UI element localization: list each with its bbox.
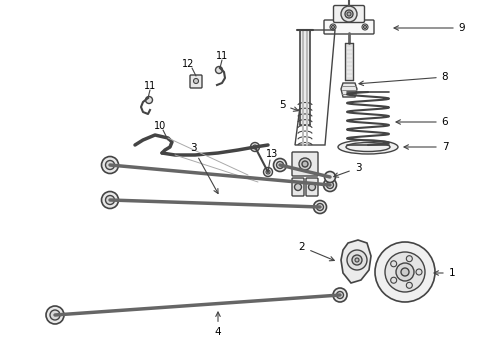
Text: 8: 8 (359, 72, 448, 86)
Polygon shape (341, 240, 371, 283)
Circle shape (352, 255, 362, 265)
Circle shape (355, 258, 359, 262)
Circle shape (337, 292, 343, 298)
Circle shape (216, 67, 222, 73)
Circle shape (194, 78, 198, 84)
FancyBboxPatch shape (292, 152, 318, 176)
Circle shape (101, 192, 119, 208)
Circle shape (323, 179, 337, 192)
Circle shape (364, 26, 367, 28)
Circle shape (330, 24, 336, 30)
Circle shape (46, 306, 64, 324)
Circle shape (105, 161, 115, 170)
Bar (345, 43, 353, 80)
Circle shape (406, 256, 412, 262)
Circle shape (326, 181, 334, 189)
Text: 1: 1 (434, 268, 455, 278)
Text: 11: 11 (216, 51, 228, 61)
Text: 3: 3 (190, 143, 218, 193)
Circle shape (276, 162, 284, 168)
Circle shape (317, 203, 323, 211)
Circle shape (341, 6, 357, 22)
Text: 12: 12 (182, 59, 194, 69)
Circle shape (146, 96, 152, 104)
Text: 11: 11 (144, 81, 156, 91)
Circle shape (101, 157, 119, 174)
Text: 9: 9 (394, 23, 466, 33)
Text: 5: 5 (279, 100, 298, 111)
Circle shape (332, 26, 335, 28)
Circle shape (391, 261, 397, 267)
Circle shape (294, 184, 301, 190)
Circle shape (324, 171, 336, 183)
Circle shape (385, 252, 425, 292)
Circle shape (299, 158, 311, 170)
Circle shape (250, 143, 260, 152)
Circle shape (309, 184, 316, 190)
Circle shape (375, 242, 435, 302)
FancyBboxPatch shape (292, 178, 304, 196)
Text: 3: 3 (334, 163, 361, 177)
Text: 13: 13 (266, 149, 278, 159)
Text: 10: 10 (154, 121, 166, 131)
Text: 6: 6 (396, 117, 448, 127)
Circle shape (266, 170, 270, 174)
Circle shape (253, 145, 257, 149)
Circle shape (416, 269, 422, 275)
Circle shape (314, 201, 326, 213)
Circle shape (347, 12, 351, 16)
FancyBboxPatch shape (306, 178, 318, 196)
Circle shape (406, 282, 412, 288)
Bar (300, 30, 310, 125)
Circle shape (105, 195, 115, 204)
Circle shape (302, 161, 308, 167)
Text: 2: 2 (299, 242, 334, 261)
FancyBboxPatch shape (334, 5, 365, 23)
Circle shape (273, 158, 287, 171)
Circle shape (50, 310, 60, 320)
Circle shape (396, 263, 414, 281)
Circle shape (362, 24, 368, 30)
Circle shape (391, 277, 397, 283)
FancyBboxPatch shape (324, 20, 374, 34)
Text: 7: 7 (404, 142, 448, 152)
Circle shape (401, 268, 409, 276)
FancyBboxPatch shape (190, 75, 202, 88)
Polygon shape (341, 83, 357, 97)
Circle shape (347, 250, 367, 270)
Circle shape (345, 10, 353, 18)
Ellipse shape (338, 140, 398, 154)
Circle shape (333, 288, 347, 302)
Circle shape (264, 167, 272, 176)
Text: 4: 4 (215, 312, 221, 337)
